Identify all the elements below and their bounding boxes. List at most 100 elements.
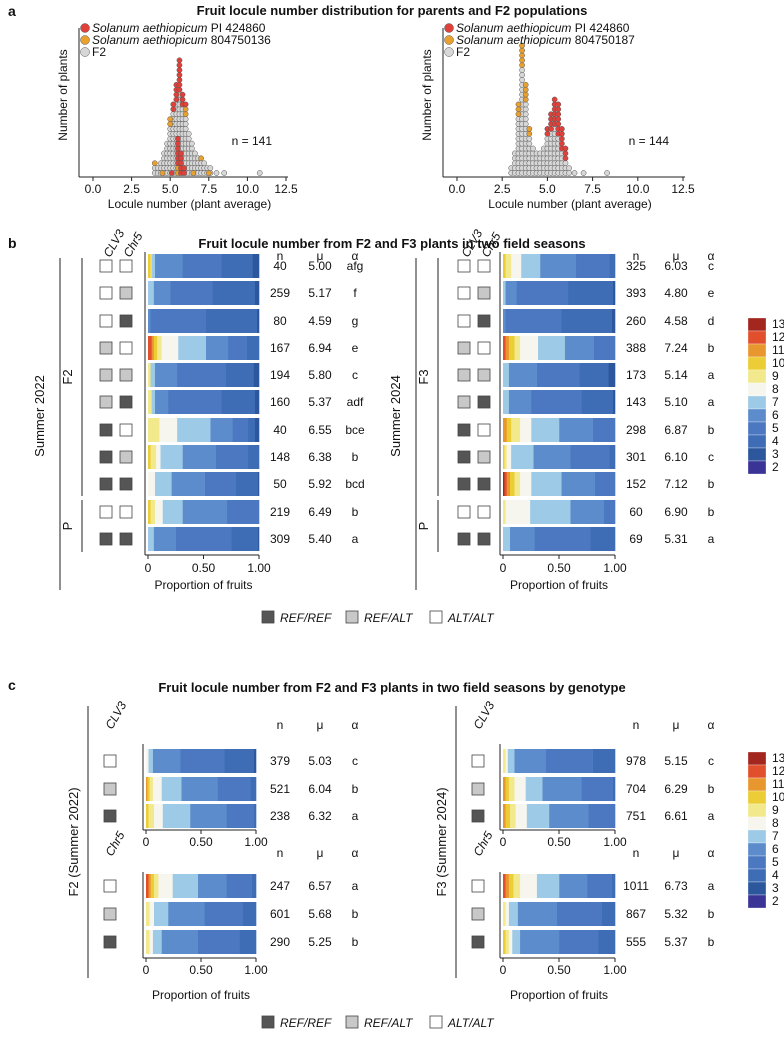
stacked-bar-seg-7: [503, 527, 511, 551]
stacked-bar-seg-5: [167, 390, 222, 414]
data-point-f2: [526, 135, 533, 142]
data-point-parent2: [522, 86, 529, 93]
genotype-box: [103, 907, 117, 921]
row-mean: 5.37: [664, 935, 688, 949]
genotype-box-chr5: [119, 395, 133, 409]
data-point-f2: [256, 170, 263, 176]
stacked-bar-seg-3: [253, 749, 257, 773]
stacked-bar-seg-8: [149, 930, 153, 954]
row-n: 219: [270, 505, 290, 519]
data-point-f2: [566, 170, 572, 176]
row-mean: 6.29: [664, 782, 688, 796]
data-point-parent1: [181, 170, 187, 176]
legend-marker: [80, 35, 90, 45]
column-header: α: [708, 249, 715, 263]
legend-level-label: 2: [772, 460, 779, 474]
legend-swatch-13: [747, 751, 767, 766]
stacked-bar-seg-10: [153, 336, 158, 360]
legend-swatch-2: [747, 460, 767, 475]
stacked-bar-seg-9: [508, 777, 515, 801]
legend-swatch-4: [747, 868, 767, 883]
stacked-bar-seg-7: [150, 363, 155, 387]
data-point-parent1: [176, 86, 183, 93]
stacked-bar-seg-7: [529, 500, 571, 524]
data-point-f2: [201, 160, 208, 167]
data-point-f2: [221, 170, 228, 176]
genotype-box: [103, 754, 117, 768]
x-tick-label: 0.50: [547, 835, 571, 849]
genotype-box-chr5: [477, 505, 491, 519]
data-point-parent2: [519, 47, 525, 54]
x-tick-label: 0.50: [189, 835, 213, 849]
genotype-box-clv3: [457, 368, 471, 382]
stacked-bar-seg-9: [509, 804, 516, 828]
stacked-bar-seg-6: [519, 930, 560, 954]
row-n: 751: [626, 809, 646, 823]
stacked-bar-seg-7: [526, 804, 550, 828]
stacked-bar-seg-10: [509, 472, 515, 496]
panel-letter-c: c: [8, 677, 16, 693]
row-mean: 5.25: [308, 935, 332, 949]
stacked-bar-seg-5: [180, 749, 225, 773]
sample-size-label: n = 144: [629, 134, 670, 148]
row-n: 80: [273, 314, 287, 328]
data-point-parent1: [178, 160, 184, 167]
row-mean: 4.58: [664, 314, 688, 328]
stacked-bar-seg-9: [150, 254, 152, 278]
row-letters: d: [708, 314, 715, 328]
data-point-parent2: [526, 130, 533, 137]
x-tick-label: 2.5: [494, 182, 511, 196]
stacked-bar-seg-4: [609, 254, 616, 278]
stacked-bar-seg-4: [250, 777, 257, 801]
row-letters: adf: [347, 395, 364, 409]
row-letters: b: [708, 477, 715, 491]
stacked-bar-seg-5: [505, 309, 562, 333]
geno-legend-label: REF/ALT: [364, 1016, 414, 1030]
stacked-bar-seg-6: [168, 902, 205, 926]
row-mean: 6.73: [664, 879, 688, 893]
geno-legend-label: REF/REF: [280, 611, 332, 625]
data-point-f2: [182, 121, 189, 127]
x-axis-title: Proportion of fruits: [154, 578, 252, 592]
legend-level-label: 4: [772, 868, 779, 882]
stacked-bar-seg-4: [221, 390, 255, 414]
stacked-bar-seg-12: [148, 336, 152, 360]
legend-level-label: 3: [772, 447, 779, 461]
row-mean: 6.57: [308, 879, 332, 893]
genotype-box-chr5: [119, 505, 133, 519]
row-n: 173: [626, 368, 646, 382]
row-mean: 6.90: [664, 505, 688, 519]
x-tick-label: 10.0: [626, 182, 650, 196]
stacked-bar-seg-5: [170, 281, 213, 305]
legend-swatch-8: [747, 816, 767, 831]
row-mean: 5.68: [308, 907, 332, 921]
data-point-parent2: [159, 170, 166, 176]
data-point-f2: [182, 116, 189, 122]
stacked-bar-seg-9: [504, 445, 507, 469]
column-header: n: [633, 846, 640, 860]
x-tick-label: 0.50: [547, 963, 571, 977]
stacked-bar-seg-6: [152, 749, 181, 773]
gene-label-chr5: Chr5: [102, 829, 127, 859]
genotype-box-clv3: [99, 450, 113, 464]
genotype-box-chr5: [119, 314, 133, 328]
data-point-f2: [522, 101, 529, 108]
legend-level-label: 3: [772, 881, 779, 895]
column-header: n: [277, 846, 284, 860]
data-point-parent2: [519, 57, 525, 64]
stacked-bar-seg-8: [159, 418, 178, 442]
legend-level-label: 8: [772, 816, 779, 830]
data-point-parent1: [551, 96, 558, 103]
genotype-box: [471, 879, 485, 893]
panel-letter-a: a: [8, 3, 16, 19]
genotype-box-chr5: [477, 477, 491, 491]
x-tick-label: 1.00: [244, 835, 268, 849]
stacked-bar-seg-4: [231, 527, 259, 551]
stacked-bar-seg-11: [146, 777, 148, 801]
geno-legend-swatch: [261, 610, 275, 624]
genotype-box-clv3: [457, 259, 471, 273]
x-axis-title: Locule number (plant average): [108, 197, 271, 211]
stacked-bar-seg-5: [182, 254, 222, 278]
data-point-parent1: [179, 91, 186, 98]
row-n: 309: [270, 532, 290, 546]
